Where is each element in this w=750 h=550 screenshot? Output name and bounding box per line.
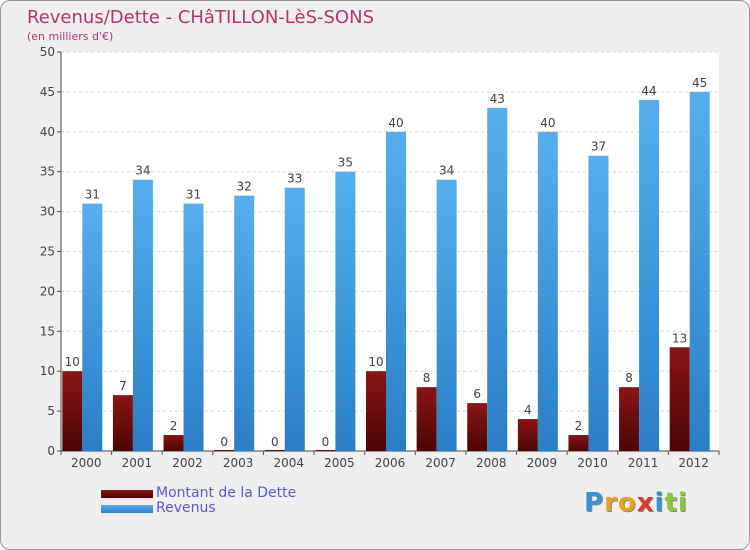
data-label-dette: 0 xyxy=(220,435,228,449)
data-label-dette: 13 xyxy=(672,331,687,345)
x-tick-label: 2007 xyxy=(425,456,456,470)
bar-dette xyxy=(264,450,285,451)
data-label-dette: 7 xyxy=(119,379,127,393)
bar-dette xyxy=(517,419,538,451)
data-label-dette: 8 xyxy=(423,371,431,385)
logo-letter: o xyxy=(617,488,637,518)
bar-dette xyxy=(366,371,386,451)
bar-revenus xyxy=(639,99,660,451)
x-tick-label: 2002 xyxy=(172,456,203,470)
x-tick-label: 2006 xyxy=(375,456,406,470)
bar-revenus xyxy=(132,179,153,451)
bar-revenus xyxy=(335,171,356,451)
y-tick-label: 35 xyxy=(40,165,55,179)
logo-letter: t xyxy=(664,488,678,518)
bar-revenus xyxy=(386,131,406,452)
proxiti-logo: Proxiti xyxy=(584,488,688,518)
data-label-dette: 0 xyxy=(322,435,330,449)
bar-revenus xyxy=(487,107,508,452)
data-label-dette: 6 xyxy=(473,387,481,401)
x-tick-label: 2003 xyxy=(223,456,254,470)
bar-dette xyxy=(163,435,184,451)
x-tick-label: 2010 xyxy=(577,456,608,470)
data-label-revenus: 33 xyxy=(287,172,302,186)
data-label-revenus: 40 xyxy=(388,116,403,130)
legend-label-dette: Montant de la Dette xyxy=(156,485,297,501)
legend-label-revenus: Revenus xyxy=(156,500,216,516)
data-label-revenus: 45 xyxy=(692,76,707,90)
data-label-dette: 10 xyxy=(65,355,80,369)
y-tick-label: 15 xyxy=(40,324,55,338)
data-label-dette: 2 xyxy=(575,419,583,433)
bar-dette xyxy=(619,387,640,451)
data-label-revenus: 35 xyxy=(338,156,353,170)
logo-letter: r xyxy=(604,488,618,518)
data-label-revenus: 40 xyxy=(540,116,555,130)
data-label-dette: 4 xyxy=(524,403,532,417)
y-tick-label: 40 xyxy=(40,125,55,139)
bar-dette xyxy=(568,435,589,451)
logo-letter: i xyxy=(654,488,665,518)
y-tick-label: 30 xyxy=(40,205,55,219)
data-label-dette: 8 xyxy=(625,371,633,385)
bar-revenus xyxy=(82,203,103,451)
data-label-revenus: 43 xyxy=(490,92,505,106)
bar-dette xyxy=(315,450,336,451)
data-label-revenus: 31 xyxy=(85,188,100,202)
y-tick-label: 10 xyxy=(40,364,55,378)
x-tick-label: 2009 xyxy=(527,456,558,470)
bar-dette xyxy=(62,371,83,451)
bar-dette xyxy=(214,450,235,451)
chart-subtitle: (en milliers d'€) xyxy=(27,30,114,43)
y-tick-label: 25 xyxy=(40,245,55,259)
bar-revenus xyxy=(689,91,710,452)
data-label-revenus: 44 xyxy=(641,84,656,98)
bar-dette xyxy=(416,387,437,451)
data-label-dette: 0 xyxy=(271,435,279,449)
bar-revenus xyxy=(537,131,558,452)
x-tick-label: 2012 xyxy=(678,456,709,470)
y-tick-label: 50 xyxy=(40,45,55,59)
data-label-dette: 2 xyxy=(170,419,178,433)
x-tick-label: 2004 xyxy=(273,456,304,470)
y-tick-label: 5 xyxy=(47,404,55,418)
y-tick-label: 20 xyxy=(40,284,55,298)
y-tick-label: 45 xyxy=(40,85,55,99)
bar-revenus xyxy=(588,155,609,452)
data-label-revenus: 37 xyxy=(591,140,606,154)
data-label-dette: 10 xyxy=(368,355,383,369)
x-tick-label: 2011 xyxy=(628,456,659,470)
legend-swatch-revenus xyxy=(101,505,153,513)
bar-dette xyxy=(467,403,488,451)
bar-dette xyxy=(669,347,690,451)
x-tick-label: 2008 xyxy=(476,456,507,470)
bar-dette xyxy=(112,395,133,451)
data-label-revenus: 34 xyxy=(439,164,454,178)
x-tick-label: 2000 xyxy=(71,456,102,470)
logo-letter: P xyxy=(584,488,605,518)
legend-swatch-dette xyxy=(101,490,153,498)
bar-revenus xyxy=(436,179,457,451)
chart-title: Revenus/Dette - CHâTILLON-LèS-SONS xyxy=(27,7,374,28)
bar-revenus xyxy=(183,203,204,451)
logo-letter: x xyxy=(636,488,655,518)
y-tick-label: 0 xyxy=(47,444,55,458)
logo-letter: i xyxy=(677,488,688,518)
bar-revenus xyxy=(234,195,255,451)
x-tick-label: 2005 xyxy=(324,456,355,470)
x-tick-label: 2001 xyxy=(122,456,153,470)
data-label-revenus: 32 xyxy=(237,180,252,194)
data-label-revenus: 34 xyxy=(135,164,150,178)
bar-revenus xyxy=(284,187,305,451)
data-label-revenus: 31 xyxy=(186,188,201,202)
